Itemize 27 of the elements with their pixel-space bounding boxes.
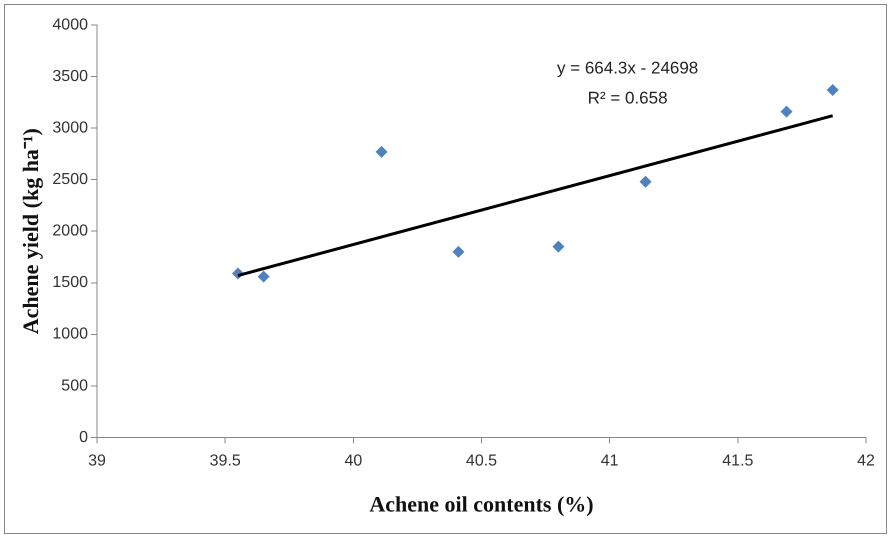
y-tick-label: 1500 <box>52 274 88 292</box>
y-tick-label: 2000 <box>52 222 88 240</box>
x-axis-title: Achene oil contents (%) <box>369 491 594 516</box>
point <box>780 106 793 118</box>
point <box>826 84 839 96</box>
point <box>640 176 652 188</box>
point <box>258 270 270 283</box>
x-tick-label: 40.5 <box>466 452 498 470</box>
y-tick-label: 4000 <box>52 16 88 34</box>
x-tick-label: 41 <box>600 452 619 470</box>
point <box>552 240 564 253</box>
point <box>452 246 464 258</box>
y-tick-label: 0 <box>79 428 88 446</box>
annotation: y = 664.3x - 24698 <box>556 58 698 78</box>
annotation: R² = 0.658 <box>588 88 668 108</box>
y-tick-label: 2500 <box>52 171 88 188</box>
x-tick-label: 42 <box>857 452 875 470</box>
y-tick-label: 1000 <box>52 326 88 343</box>
x-tick-label: 40 <box>344 452 362 470</box>
y-axis-title: Achene yield (kg ha⁻¹) <box>18 128 43 334</box>
x-tick-label: 39.5 <box>210 452 241 470</box>
point <box>376 146 388 158</box>
y-tick-label: 3000 <box>52 120 88 137</box>
y-tick-label: 3500 <box>52 68 88 85</box>
x-tick-label: 39 <box>88 452 106 470</box>
y-tick-label: 500 <box>61 377 88 394</box>
x-tick-label: 41.5 <box>722 452 754 470</box>
